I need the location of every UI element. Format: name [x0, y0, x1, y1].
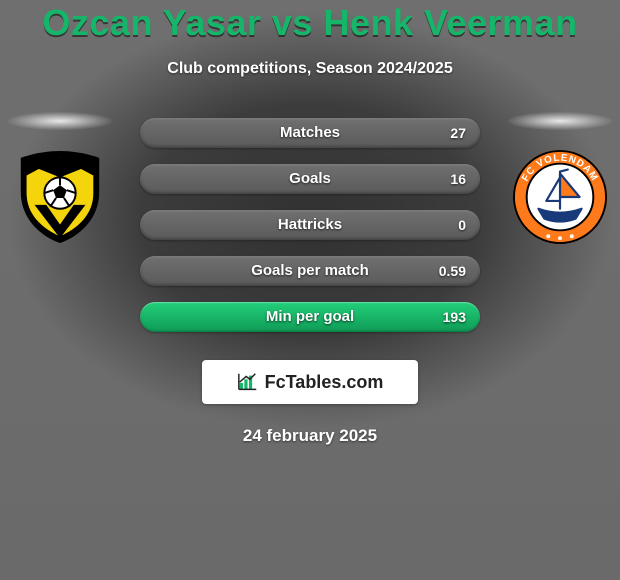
stat-row: Goals16: [140, 164, 480, 194]
date-label: 24 february 2025: [0, 426, 620, 446]
stat-row: Goals per match0.59: [140, 256, 480, 286]
page-title: Ozcan Yasar vs Henk Veerman: [0, 0, 620, 44]
stat-label: Matches: [140, 118, 480, 148]
stat-label: Goals per match: [140, 256, 480, 286]
stat-value: 16: [450, 164, 466, 194]
subtitle: Club competitions, Season 2024/2025: [0, 60, 620, 78]
stat-value: 0.59: [439, 256, 466, 286]
bar-chart-icon: [237, 371, 259, 393]
left-club-column: [0, 112, 120, 246]
stat-value: 0: [458, 210, 466, 240]
fctables-label: FcTables.com: [265, 372, 384, 393]
stat-bars: Matches27 Goals16 Hattricks0 Goals per matc…: [140, 118, 480, 348]
left-club-badge: [11, 148, 109, 246]
stat-label: Hattricks: [140, 210, 480, 240]
stat-fill: [140, 302, 480, 332]
stats-card: Ozcan Yasar vs Henk Veerman Club competi…: [0, 0, 620, 580]
right-club-badge: FC VOLENDAM: [511, 148, 609, 246]
player-silhouette-right: [508, 112, 612, 130]
player-silhouette-left: [8, 112, 112, 130]
vvv-venlo-icon: [11, 148, 109, 246]
stat-row: Matches27: [140, 118, 480, 148]
stat-label: Goals: [140, 164, 480, 194]
stat-row: Hattricks0: [140, 210, 480, 240]
fc-volendam-icon: FC VOLENDAM: [511, 148, 609, 246]
fctables-link[interactable]: FcTables.com: [202, 360, 418, 404]
stat-value: 27: [450, 118, 466, 148]
stat-row: Min per goal193: [140, 302, 480, 332]
content-area: FC VOLENDAM: [0, 118, 620, 348]
right-club-column: FC VOLENDAM: [500, 112, 620, 246]
